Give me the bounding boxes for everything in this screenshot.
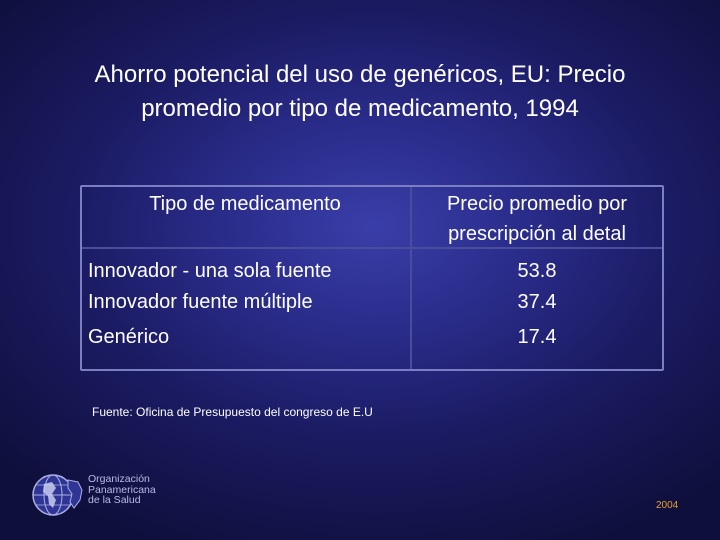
row-1-type: Innovador - una sola fuente (88, 260, 332, 282)
title-line-2: promedio por tipo de medicamento, 1994 (141, 95, 579, 122)
row-2-price: 37.4 (517, 291, 557, 313)
organization-line-1: Organización (88, 473, 150, 485)
slide-title: Ahorro potencial del uso de genéricos, E… (20, 58, 700, 126)
source-note: Fuente: Oficina de Presupuesto del congr… (92, 405, 373, 419)
row-3-price: 17.4 (517, 326, 557, 348)
title-line-1: Ahorro potencial del uso de genéricos, E… (94, 61, 626, 88)
header-price: Precio promedio por prescripción al deta… (412, 189, 662, 249)
header-divider (82, 247, 662, 249)
organization-line-2: Panamericana (88, 483, 156, 496)
header-price-line-2: prescripción al detal (448, 223, 626, 245)
row-1-price: 53.8 (517, 260, 557, 282)
row-2-type: Innovador fuente múltiple (88, 291, 313, 313)
organization-name: Organización Panamericana de la Salud (88, 474, 156, 506)
year-label: 2004 (656, 500, 679, 511)
paho-globe-logo-icon (32, 474, 83, 516)
organization-line-3: de la Salud (88, 494, 141, 506)
header-type: Tipo de medicamento (149, 193, 341, 215)
column-divider (410, 187, 412, 369)
price-table: Tipo de medicamento Precio promedio por … (80, 185, 664, 371)
row-3-type: Genérico (88, 326, 170, 348)
header-price-line-1: Precio promedio por (446, 193, 628, 215)
